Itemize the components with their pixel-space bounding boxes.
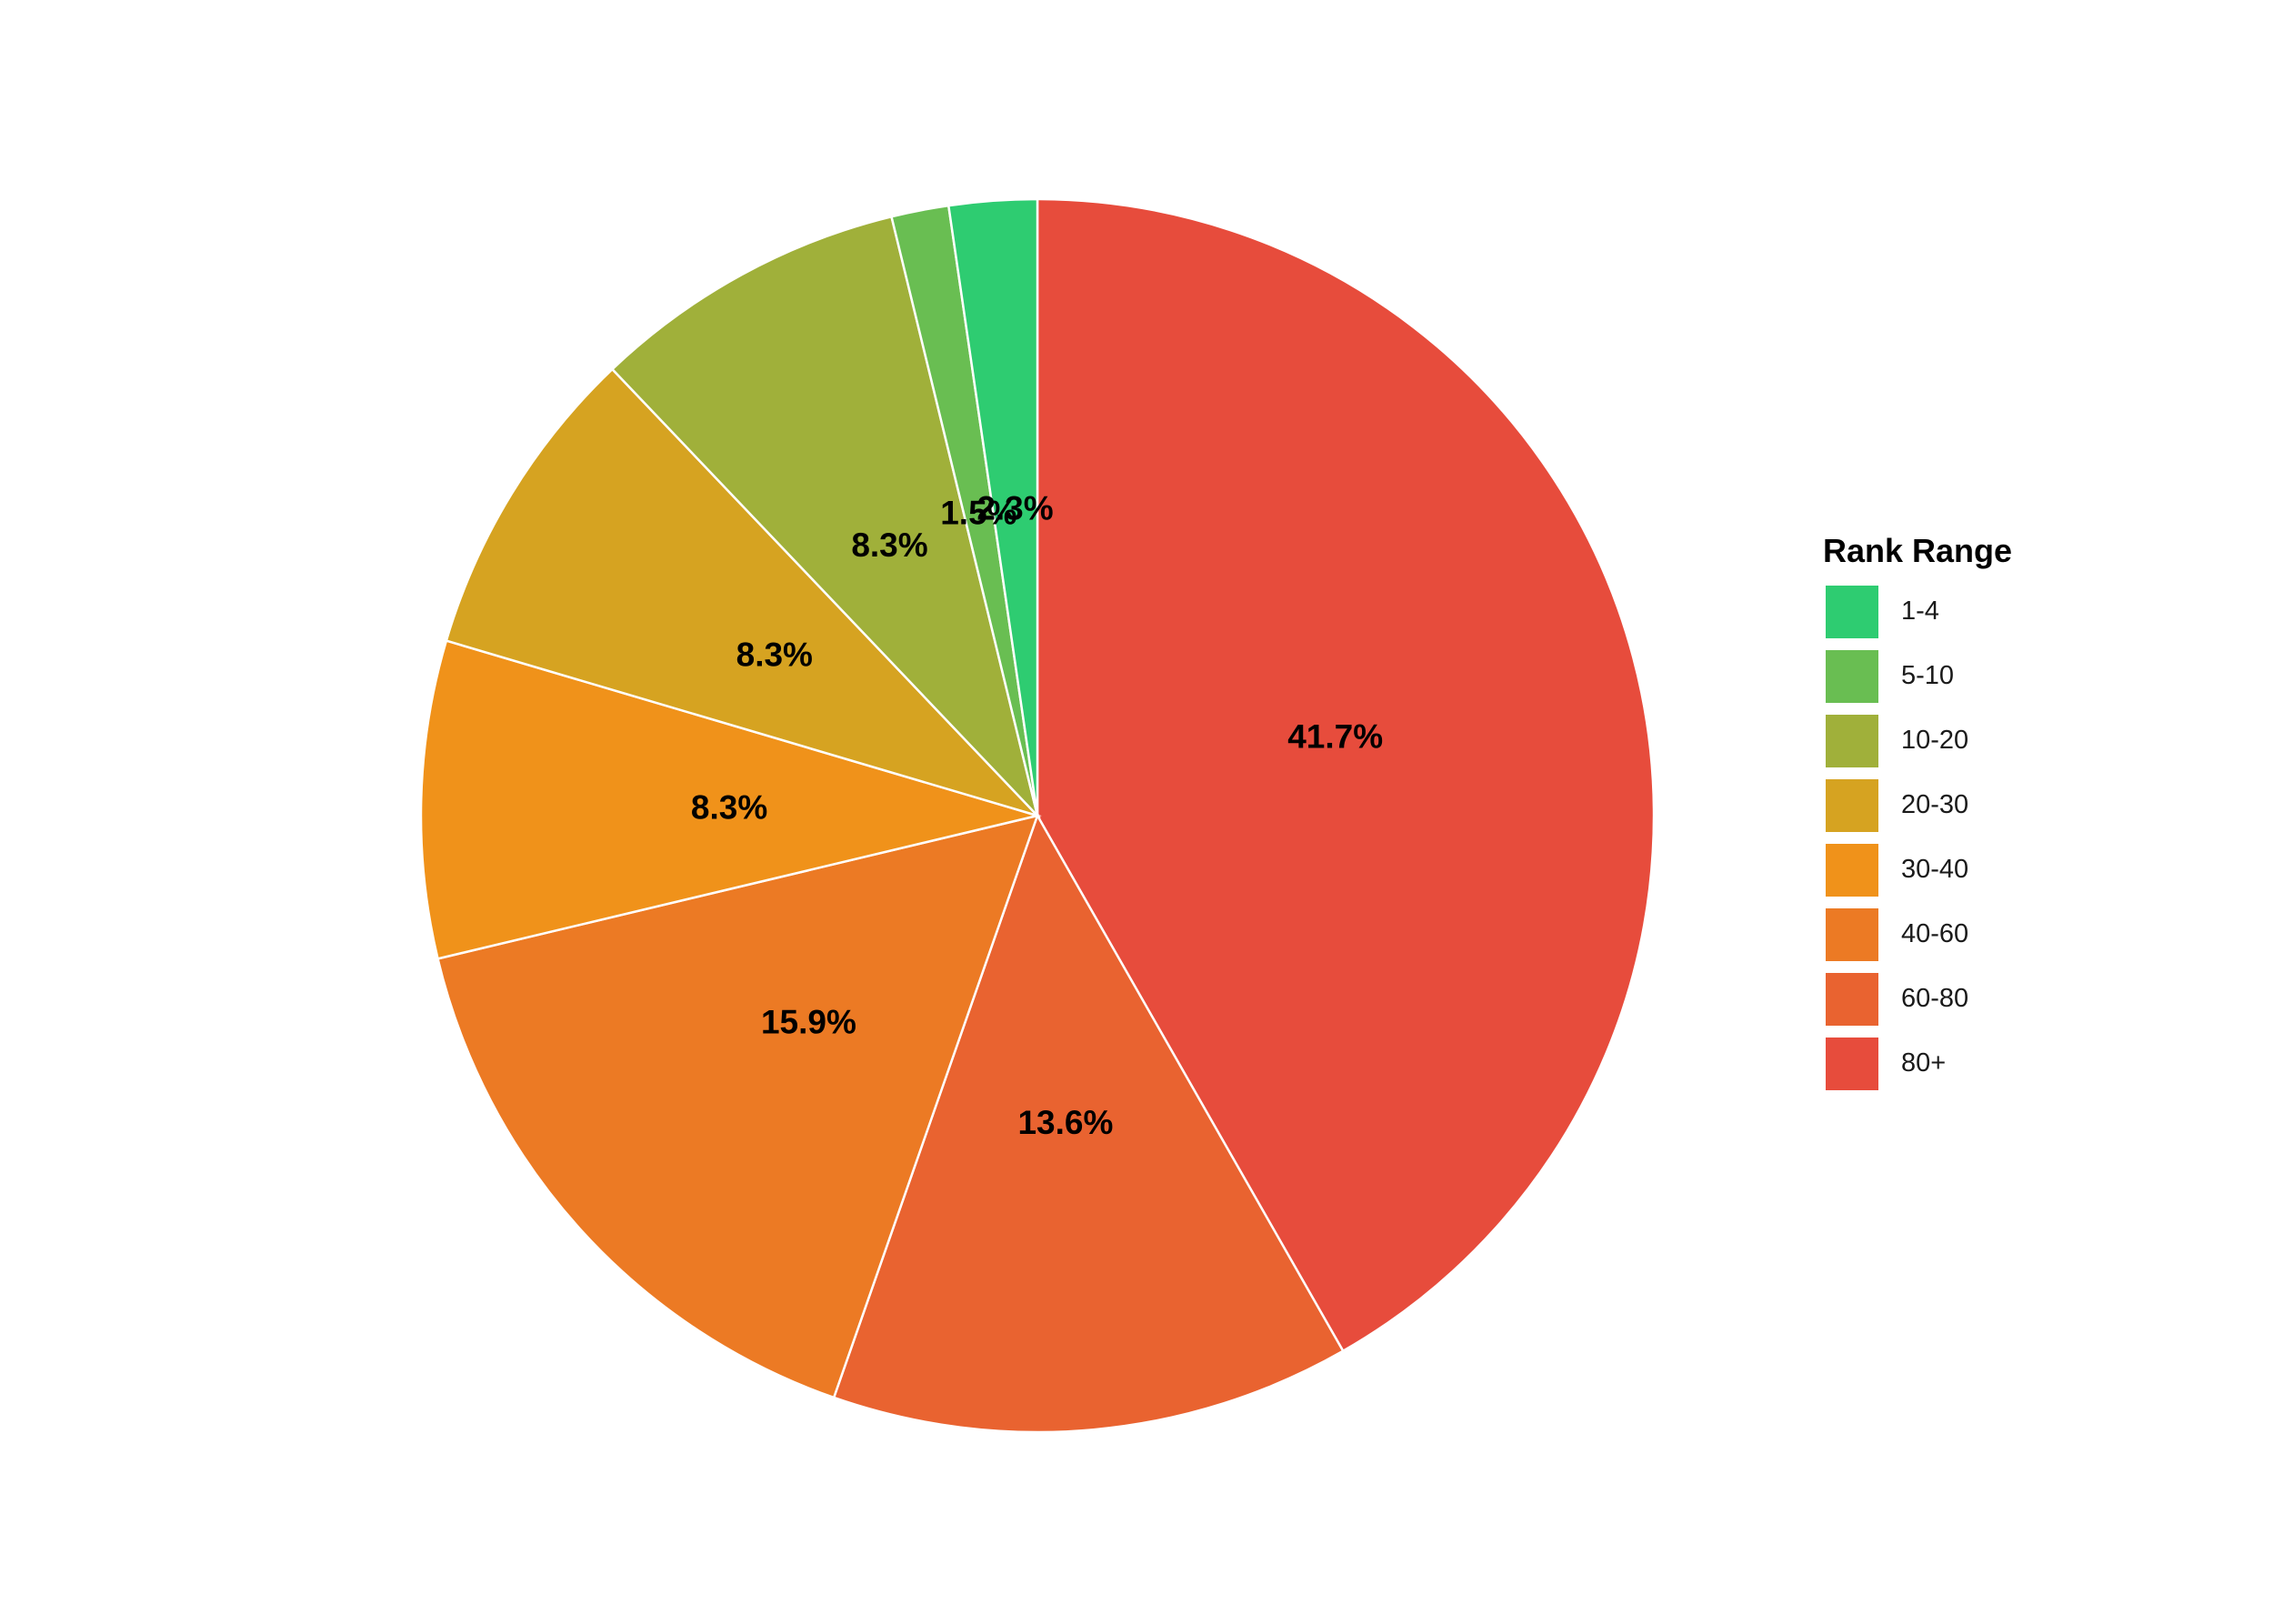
pie-slice-10-20 [610, 215, 1040, 820]
slice-label-20-30: 8.3% [736, 637, 813, 674]
legend-item-20-30: 20-30 [1823, 773, 2012, 837]
pie-slice-40-60 [436, 814, 1039, 1399]
legend-key-20-30 [1823, 776, 1881, 835]
legend-key-60-80 [1823, 969, 1881, 1028]
slice-label-60-80: 13.6% [1017, 1104, 1113, 1141]
legend-label: 10-20 [1901, 726, 1969, 755]
legend-key-30-40 [1823, 840, 1881, 899]
slice-label-30-40: 8.3% [691, 788, 767, 826]
slice-label-80+: 41.7% [1287, 718, 1383, 756]
legend: Rank Range 1-4 5-10 10-20 20-30 30-40 40… [1823, 532, 2012, 1096]
legend-title: Rank Range [1823, 532, 2013, 569]
slice-label-10-20: 8.3% [851, 526, 927, 564]
legend-item-60-80: 60-80 [1823, 967, 2012, 1031]
legend-label: 30-40 [1901, 855, 1969, 884]
slice-label-40-60: 15.9% [761, 1004, 856, 1041]
legend-label: 60-80 [1901, 984, 1969, 1013]
pie-slice-60-80 [832, 812, 1345, 1434]
legend-label: 20-30 [1901, 790, 1969, 819]
legend-label: 1-4 [1901, 596, 1939, 626]
legend-item-30-40: 30-40 [1823, 837, 2012, 902]
legend-label: 5-10 [1901, 661, 1955, 690]
legend-item-1-4: 1-4 [1823, 579, 2012, 644]
legend-item-80-plus: 80+ [1823, 1031, 2012, 1096]
legend-label: 40-60 [1901, 919, 1969, 948]
legend-key-10-20 [1823, 711, 1881, 770]
legend-key-1-4 [1823, 582, 1881, 641]
legend-label: 80+ [1901, 1048, 1947, 1078]
pie-slice-80+ [1036, 197, 1656, 1353]
pie-slice-1-4 [946, 197, 1039, 817]
legend-item-5-10: 5-10 [1823, 644, 2012, 708]
pie-slice-labels: 41.7% 13.6% 15.9% 8.3% 8.3% 8.3% 1.5%2.3% [691, 489, 1383, 1141]
slice-label-5-10: 1.5% [940, 495, 1016, 532]
legend-key-80-plus [1823, 1034, 1881, 1093]
legend-item-40-60: 40-60 [1823, 902, 2012, 967]
pie-slice-20-30 [445, 367, 1042, 818]
pie-slice-30-40 [419, 639, 1042, 960]
legend-key-5-10 [1823, 647, 1881, 706]
legend-key-40-60 [1823, 905, 1881, 964]
slice-label-1-4: 2.3% [976, 489, 1053, 526]
legend-item-10-20: 10-20 [1823, 708, 2012, 773]
pie-slices [419, 197, 1656, 1434]
